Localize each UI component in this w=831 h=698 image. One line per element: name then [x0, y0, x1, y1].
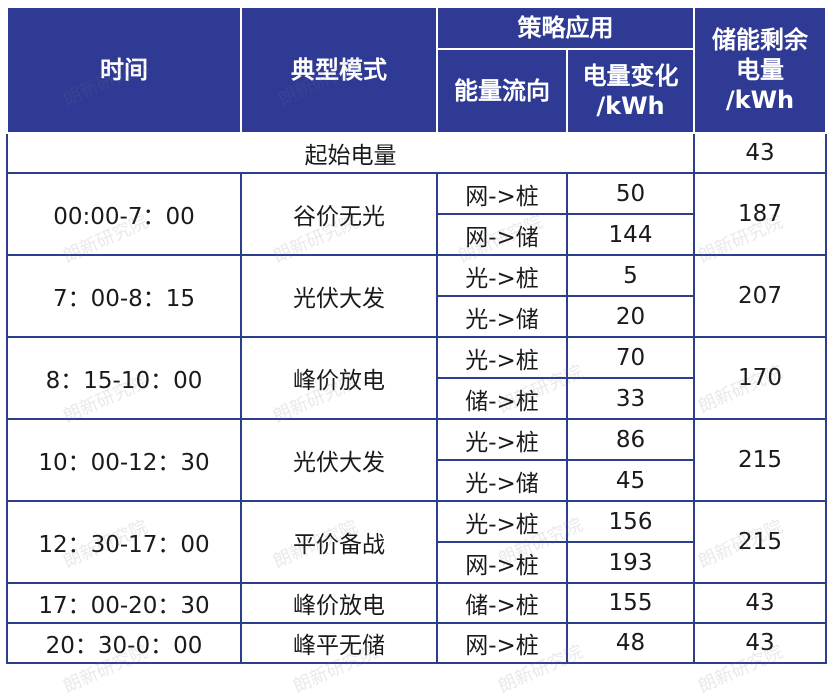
flow-cell: 网->桩 — [436, 622, 568, 664]
change-cell: 155 — [566, 582, 695, 624]
remain-cell: 170 — [693, 336, 827, 420]
table-row: 10：00-12：30 光伏大发 光->桩 86 215 — [6, 418, 827, 502]
time-cell: 8：15-10：00 — [6, 336, 242, 420]
time-cell: 7：00-8：15 — [6, 254, 242, 338]
table-row: 17：00-20：30 峰价放电 储->桩 155 43 — [6, 582, 827, 624]
header-mode: 典型模式 — [240, 6, 438, 134]
change-cell: 45 — [566, 459, 695, 502]
change-cell: 144 — [566, 213, 695, 256]
change-cell: 48 — [566, 622, 695, 664]
header-remain-line2: 电量 — [736, 56, 784, 84]
flow-cell: 光->桩 — [436, 418, 568, 461]
remain-cell: 215 — [693, 500, 827, 584]
table-row: 网->桩 193 — [7, 541, 826, 584]
time-cell: 00:00-7：00 — [6, 172, 242, 256]
remain-cell: 43 — [693, 582, 827, 624]
mode-cell: 峰价放电 — [240, 336, 438, 420]
table-row: 00:00-7：00 谷价无光 网->桩 50 187 — [6, 172, 827, 256]
header-strategy: 策略应用 — [436, 6, 695, 50]
change-cell: 20 — [566, 295, 695, 338]
header-remain-line1: 储能剩余 — [712, 26, 808, 54]
table-body: 起始电量 43 00:00-7：00 谷价无光 网->桩 50 187 网->储 144 7：… — [6, 132, 827, 664]
time-cell: 20：30-0：00 — [6, 622, 242, 664]
table-row: 光->储 45 — [7, 459, 826, 502]
table-row: 7：00-8：15 光伏大发 光->桩 5 207 — [6, 254, 827, 338]
header-change-line2: /kWh — [596, 92, 665, 120]
flow-cell: 网->桩 — [436, 172, 568, 215]
change-cell: 193 — [566, 541, 695, 584]
change-cell: 33 — [566, 377, 695, 420]
remain-cell: 187 — [693, 172, 827, 256]
change-cell: 70 — [566, 336, 695, 379]
flow-cell: 光->桩 — [436, 336, 568, 379]
header-time: 时间 — [6, 6, 242, 134]
remain-cell: 207 — [693, 254, 827, 338]
remain-cell: 215 — [693, 418, 827, 502]
change-cell: 156 — [566, 500, 695, 543]
table-row: 光->储 20 — [7, 295, 826, 338]
mode-cell: 平价备战 — [240, 500, 438, 584]
flow-cell: 光->桩 — [436, 500, 568, 543]
remain-cell: 43 — [693, 622, 827, 664]
time-cell: 17：00-20：30 — [6, 582, 242, 624]
change-cell: 86 — [566, 418, 695, 461]
flow-cell: 光->储 — [436, 295, 568, 338]
flow-cell: 网->桩 — [436, 541, 568, 584]
flow-cell: 网->储 — [436, 213, 568, 256]
header-energy-flow: 能量流向 — [436, 48, 568, 134]
time-cell: 12：30-17：00 — [6, 500, 242, 584]
flow-cell: 储->桩 — [436, 377, 568, 420]
header-remain-line3: /kWh — [725, 86, 795, 114]
mode-cell: 光伏大发 — [240, 254, 438, 338]
header-remaining-energy: 储能剩余 电量 /kWh — [693, 6, 827, 134]
mode-cell: 峰价放电 — [240, 582, 438, 624]
table-row: 8：15-10：00 峰价放电 光->桩 70 170 — [6, 336, 827, 420]
flow-cell: 储->桩 — [436, 582, 568, 624]
mode-cell: 峰平无储 — [240, 622, 438, 664]
table-header: 时间 典型模式 策略应用 储能剩余 电量 /kWh 能量流向 电量变化 /kWh — [6, 6, 827, 134]
change-cell: 5 — [566, 254, 695, 297]
header-change-line1: 电量变化 — [582, 62, 679, 90]
change-cell: 50 — [566, 172, 695, 215]
flow-cell: 光->储 — [436, 459, 568, 502]
header-energy-change: 电量变化 /kWh — [566, 48, 695, 134]
energy-strategy-table: 时间 典型模式 策略应用 储能剩余 电量 /kWh 能量流向 电量变化 /kWh… — [6, 6, 827, 664]
initial-value: 43 — [693, 132, 827, 174]
time-cell: 10：00-12：30 — [6, 418, 242, 502]
table-row: 12：30-17：00 平价备战 光->桩 156 215 — [6, 500, 827, 584]
mode-cell: 谷价无光 — [240, 172, 438, 256]
flow-cell: 光->桩 — [436, 254, 568, 297]
mode-cell: 光伏大发 — [240, 418, 438, 502]
table-row: 储->桩 33 — [7, 377, 826, 420]
initial-label: 起始电量 — [6, 132, 695, 174]
table-row: 20：30-0：00 峰平无储 网->桩 48 43 — [6, 622, 827, 664]
table-row: 网->储 144 — [7, 213, 826, 256]
initial-row: 起始电量 43 — [6, 132, 827, 174]
